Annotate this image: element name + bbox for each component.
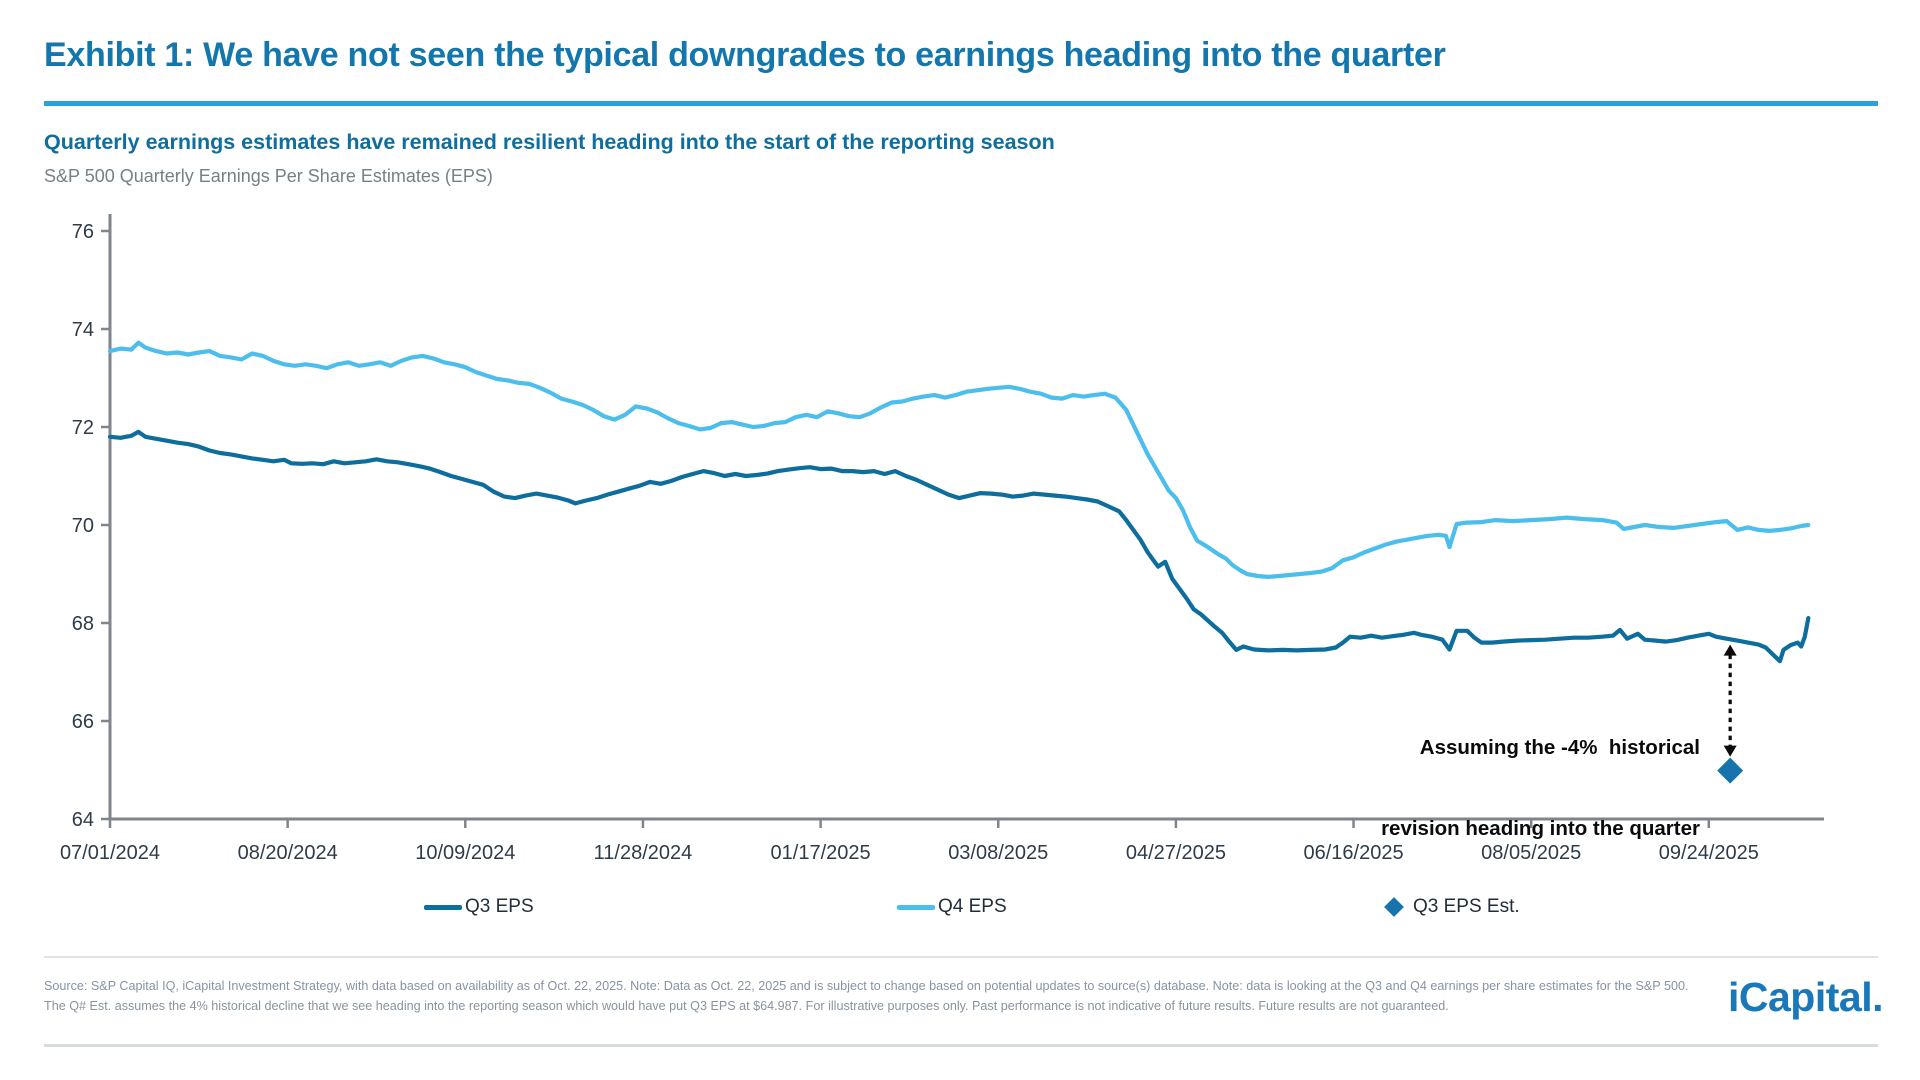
y-tick-label: 70 bbox=[72, 515, 94, 537]
chart-axis-title: S&P 500 Quarterly Earnings Per Share Est… bbox=[44, 166, 493, 186]
x-tick-label: 04/27/2025 bbox=[1126, 842, 1226, 864]
revision-annotation: Assuming the -4% historical revision hea… bbox=[1200, 680, 1700, 869]
legend-item-q3-eps: Q3 EPS bbox=[424, 895, 534, 919]
x-tick-label: 01/17/2025 bbox=[771, 842, 871, 864]
x-tick-label: 08/05/2025 bbox=[1481, 842, 1581, 864]
revision-arrowhead-down bbox=[1723, 745, 1737, 757]
y-tick-label: 68 bbox=[72, 613, 94, 635]
x-tick-label: 10/09/2024 bbox=[415, 842, 515, 864]
y-tick-label: 76 bbox=[72, 221, 94, 243]
chart-subtitle: Quarterly earnings estimates have remain… bbox=[44, 130, 1055, 154]
x-tick-label: 06/16/2025 bbox=[1303, 842, 1403, 864]
x-tick-label: 07/01/2024 bbox=[60, 842, 160, 864]
footer-divider bbox=[44, 956, 1878, 958]
x-tick-label: 08/20/2024 bbox=[238, 842, 338, 864]
legend-item-q3-eps-est: Q3 EPS Est. bbox=[1384, 895, 1520, 919]
y-tick-label: 72 bbox=[72, 417, 94, 439]
x-tick-label: 03/08/2025 bbox=[948, 842, 1048, 864]
q4-line-swatch bbox=[897, 904, 935, 910]
title-underline-rule bbox=[44, 101, 1878, 106]
icapital-logo: iCapital. bbox=[1728, 974, 1883, 1020]
legend-label-q3-est: Q3 EPS Est. bbox=[1413, 896, 1520, 917]
annotation-line1: Assuming the -4% historical bbox=[1419, 736, 1700, 759]
y-tick-label: 74 bbox=[72, 319, 94, 341]
x-tick-label: 11/28/2024 bbox=[594, 842, 693, 864]
source-note: Source: S&P Capital IQ, iCapital Investm… bbox=[44, 979, 1689, 1013]
y-tick-label: 66 bbox=[72, 711, 94, 733]
legend-label-q4: Q4 EPS bbox=[938, 896, 1007, 917]
legend-label-q3: Q3 EPS bbox=[465, 896, 534, 917]
q3-line-swatch bbox=[424, 904, 462, 910]
bottom-divider bbox=[44, 1044, 1878, 1047]
legend-item-q4-eps: Q4 EPS bbox=[897, 895, 1007, 919]
revision-arrowhead-up bbox=[1723, 644, 1737, 656]
q4-eps-line bbox=[107, 340, 1811, 580]
x-tick-label: 09/24/2025 bbox=[1659, 842, 1759, 864]
exhibit-title: Exhibit 1: We have not seen the typical … bbox=[44, 36, 1446, 74]
q3-eps-line bbox=[107, 429, 1811, 664]
annotation-line2: revision heading into the quarter bbox=[1381, 817, 1700, 840]
diamond-marker-swatch bbox=[1384, 897, 1404, 917]
q3-eps-est-diamond bbox=[1717, 757, 1744, 784]
y-tick-label: 64 bbox=[72, 809, 94, 831]
